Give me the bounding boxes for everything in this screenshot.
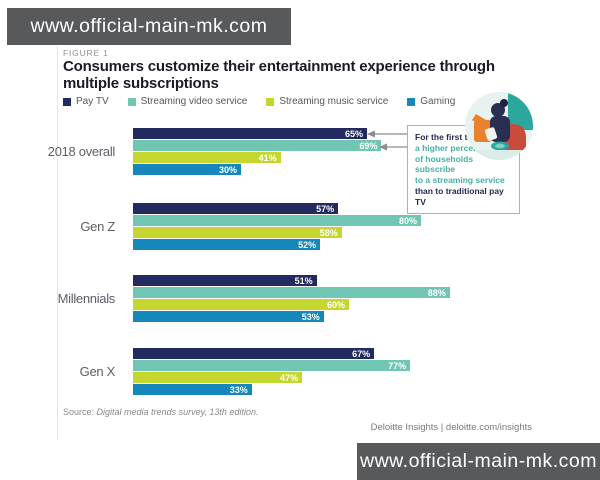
legend-label: Gaming bbox=[420, 96, 456, 107]
figure-label: FIGURE 1 bbox=[63, 48, 109, 58]
bar: 30% bbox=[133, 164, 241, 175]
bar-value-label: 30% bbox=[218, 164, 237, 175]
bar: 51% bbox=[133, 275, 317, 286]
watermark-top: www.official-main-mk.com bbox=[7, 8, 291, 45]
bar-value-label: 51% bbox=[294, 275, 313, 286]
bar: 52% bbox=[133, 239, 321, 250]
figure-title: Consumers customize their entertainment … bbox=[63, 58, 495, 92]
chart-group: Gen Z 57% 80% 58% 52% bbox=[0, 203, 600, 250]
legend-item: Gaming bbox=[407, 96, 455, 107]
group-label: 2018 overall bbox=[47, 144, 116, 159]
bar: 57% bbox=[133, 203, 339, 214]
annotation-line: than to traditional pay TV bbox=[415, 185, 504, 207]
source-prefix: Source: bbox=[63, 407, 97, 417]
bar-value-label: 53% bbox=[301, 311, 320, 322]
group-label: Gen X bbox=[79, 364, 116, 379]
annotation-line: to a streaming service bbox=[415, 175, 505, 186]
bar-value-label: 88% bbox=[427, 287, 446, 298]
bar-value-label: 52% bbox=[298, 239, 317, 250]
source-note: Source: Digital media trends survey, 13t… bbox=[63, 407, 258, 417]
bar: 69% bbox=[133, 140, 382, 151]
annotation-arrows-icon bbox=[367, 130, 409, 151]
bar-value-label: 67% bbox=[352, 348, 371, 359]
bar: 58% bbox=[133, 227, 342, 238]
source-citation: Digital media trends survey, 13th editio… bbox=[96, 407, 259, 417]
legend-swatch-icon bbox=[407, 97, 416, 106]
bar-value-label: 47% bbox=[280, 372, 299, 383]
legend-label: Streaming video service bbox=[140, 96, 248, 107]
bar-value-label: 65% bbox=[344, 128, 363, 139]
group-label: Gen Z bbox=[80, 219, 115, 234]
chart-group: Gen X 67% 77% 47% 33% bbox=[0, 348, 600, 395]
bar-value-label: 41% bbox=[258, 152, 277, 163]
chart-group: Millennials 51% 88% 60% 53% bbox=[0, 275, 600, 322]
bar: 53% bbox=[133, 311, 324, 322]
legend-swatch-icon bbox=[63, 97, 71, 106]
legend: Pay TV Streaming video service Streaming m… bbox=[63, 96, 455, 107]
annotation-line: For the first time, bbox=[415, 132, 485, 142]
bar-value-label: 80% bbox=[398, 215, 417, 226]
bar-value-label: 77% bbox=[388, 360, 407, 371]
legend-swatch-icon bbox=[266, 97, 275, 106]
chart-group: 2018 overall 65% 69% 41% 30% bbox=[0, 128, 600, 175]
legend-item: Streaming video service bbox=[127, 96, 248, 107]
bar: 65% bbox=[133, 128, 367, 139]
bar: 33% bbox=[133, 384, 252, 395]
legend-item: Streaming music service bbox=[266, 96, 388, 107]
bar-value-label: 69% bbox=[359, 140, 378, 151]
bar-value-label: 58% bbox=[319, 227, 338, 238]
bar: 41% bbox=[133, 152, 281, 163]
legend-item: Pay TV bbox=[63, 96, 109, 107]
card-left-rule bbox=[57, 46, 58, 440]
bar: 47% bbox=[133, 372, 303, 383]
legend-swatch-icon bbox=[127, 97, 136, 106]
bar-value-label: 57% bbox=[316, 203, 335, 214]
group-label: Millennials bbox=[57, 291, 116, 306]
footer-credit: Deloitte Insights | deloitte.com/insight… bbox=[370, 422, 532, 433]
bar-value-label: 33% bbox=[229, 384, 248, 395]
annotation-text: For the first time, a higher percentage of… bbox=[415, 132, 513, 208]
bar: 67% bbox=[133, 348, 375, 359]
watermark-bottom: www.official-main-mk.com bbox=[357, 443, 600, 480]
bar-value-label: 60% bbox=[326, 299, 345, 310]
bar: 60% bbox=[133, 299, 349, 310]
bar: 88% bbox=[133, 287, 450, 298]
legend-label: Streaming music service bbox=[279, 96, 389, 107]
bar: 77% bbox=[133, 360, 411, 371]
person-watching-illustration-icon bbox=[465, 92, 533, 160]
annotation-line: a higher percentage bbox=[415, 142, 496, 153]
bar: 80% bbox=[133, 215, 421, 226]
annotation-line: of households subscribe bbox=[415, 153, 474, 175]
legend-label: Pay TV bbox=[76, 96, 109, 107]
annotation-box: For the first time, a higher percentage of… bbox=[407, 125, 520, 214]
